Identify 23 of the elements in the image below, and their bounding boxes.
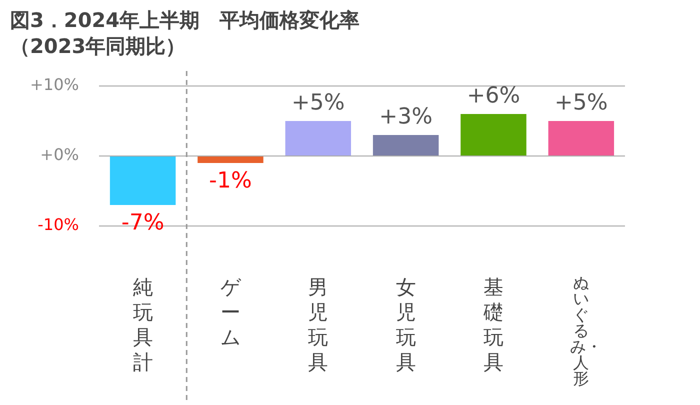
bar — [198, 156, 264, 163]
x-tick-label: 女児玩具 — [394, 275, 417, 375]
x-tick-label: ゲーム — [219, 275, 242, 350]
x-tick-label: 男児玩具 — [307, 275, 330, 375]
bar — [460, 114, 526, 156]
x-tick-label: 純玩具計 — [132, 275, 154, 375]
data-label: -1% — [209, 168, 252, 194]
data-label: +5% — [291, 90, 345, 116]
y-tick-label: -10% — [38, 215, 79, 234]
data-label: +6% — [466, 84, 520, 109]
x-tick-label: ぬいぐるみ・人形 — [570, 273, 602, 388]
bar — [285, 121, 352, 156]
bar — [548, 121, 614, 156]
data-label: -7% — [121, 210, 164, 236]
chart-title: 図3．2024年上半期 平均価格変化率 — [10, 8, 360, 32]
y-tick-label: +0% — [40, 145, 79, 164]
chart-subtitle: （2023年同期比） — [10, 34, 186, 58]
bar — [110, 156, 176, 205]
y-tick-label: +10% — [30, 75, 79, 94]
bar — [372, 135, 439, 156]
x-tick-label: 基礎玩具 — [482, 275, 504, 375]
data-label: +5% — [554, 90, 608, 116]
data-label: +3% — [379, 104, 432, 130]
